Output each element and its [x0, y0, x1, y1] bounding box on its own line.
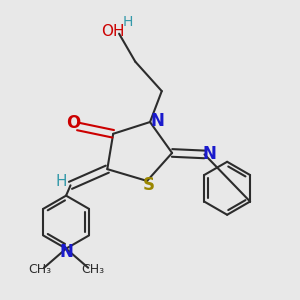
Text: N: N	[203, 146, 217, 164]
Text: CH₃: CH₃	[28, 263, 51, 276]
Text: CH₃: CH₃	[81, 263, 104, 276]
Text: H: H	[56, 174, 68, 189]
Text: S: S	[142, 176, 154, 194]
Text: N: N	[150, 112, 164, 130]
Text: O: O	[66, 115, 81, 133]
Text: H: H	[123, 15, 133, 29]
Text: OH: OH	[101, 24, 125, 39]
Text: N: N	[59, 243, 73, 261]
